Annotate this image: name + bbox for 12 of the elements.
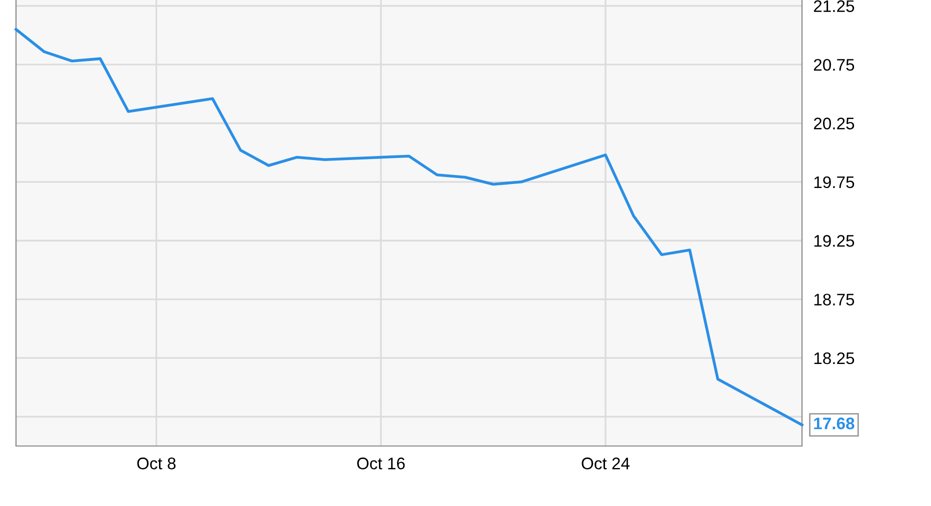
y-tick-label: 21.25 bbox=[814, 0, 854, 12]
x-tick-label: Oct 8 bbox=[137, 458, 176, 470]
x-tick-label: Oct 24 bbox=[582, 458, 630, 470]
x-tick-label: Oct 16 bbox=[357, 458, 405, 470]
line-series bbox=[14, 28, 804, 426]
y-tick-label: 18.25 bbox=[814, 352, 854, 364]
data-label: 17.68 bbox=[814, 418, 854, 430]
y-tick-label: 18.75 bbox=[814, 294, 854, 306]
y-tick-label: 19.25 bbox=[814, 235, 854, 247]
y-tick-label: 19.75 bbox=[814, 176, 854, 188]
y-tick-label: 20.25 bbox=[814, 118, 854, 130]
y-tick-label: 20.75 bbox=[814, 58, 854, 71]
